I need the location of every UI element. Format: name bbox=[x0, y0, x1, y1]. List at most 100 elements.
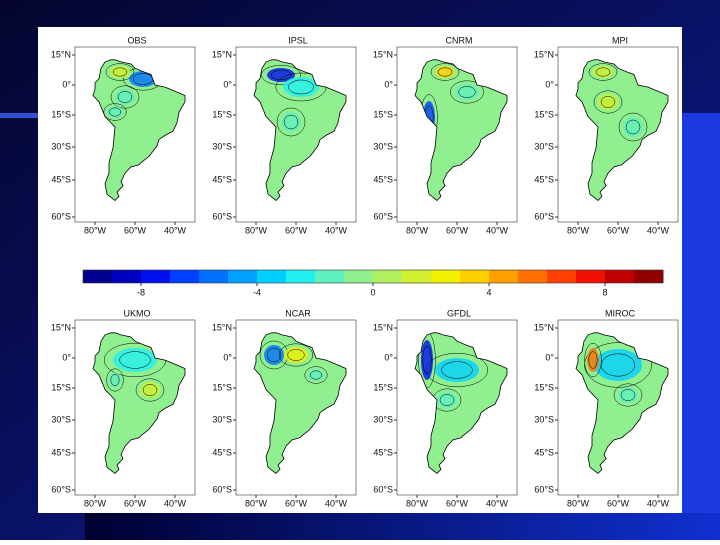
coastline bbox=[253, 59, 347, 202]
lon-label: 60°W bbox=[607, 498, 630, 508]
contour bbox=[437, 67, 453, 77]
accent-bar bbox=[85, 513, 720, 540]
contour bbox=[135, 378, 165, 402]
panel-title: MIROC bbox=[605, 308, 635, 318]
colorbar-tick-label: 4 bbox=[486, 287, 491, 297]
panel-title: MPI bbox=[612, 35, 628, 45]
lon-label: 60°W bbox=[607, 225, 630, 235]
contour bbox=[588, 351, 598, 369]
lat-label: 0° bbox=[223, 79, 232, 89]
anomalies bbox=[261, 64, 327, 137]
colorbar-swatch bbox=[228, 270, 258, 283]
lon-label: 60°W bbox=[124, 498, 147, 508]
accent-block bbox=[682, 113, 720, 540]
contour bbox=[595, 67, 611, 77]
land bbox=[254, 332, 346, 474]
panel-title: IPSL bbox=[288, 35, 308, 45]
lat-label: 30°S bbox=[534, 414, 554, 424]
lat-label: 0° bbox=[62, 352, 71, 362]
colorbar-tick-label: 8 bbox=[602, 287, 607, 297]
lat-label: 60°S bbox=[373, 211, 393, 221]
contour bbox=[283, 114, 299, 130]
lon-label: 40°W bbox=[486, 498, 509, 508]
lon-label: 80°W bbox=[406, 225, 429, 235]
colorbar-swatch bbox=[605, 270, 635, 283]
lat-label: 60°S bbox=[212, 211, 232, 221]
lat-label: 0° bbox=[62, 79, 71, 89]
lon-label: 60°W bbox=[446, 498, 469, 508]
map-panel: OBS 15°N 0° 15°S 30°S 45°S 60°S 80°W 60°W 40°W bbox=[51, 35, 196, 235]
colorbar-swatch bbox=[431, 270, 461, 283]
lat-label: 15°N bbox=[373, 322, 393, 332]
lon-label: 40°W bbox=[164, 225, 187, 235]
lat-label: 30°S bbox=[373, 141, 393, 151]
lat-label: 30°S bbox=[51, 141, 71, 151]
lon-label: 60°W bbox=[285, 225, 308, 235]
coastline bbox=[414, 59, 508, 202]
colorbar-swatch bbox=[315, 270, 345, 283]
lon-label: 80°W bbox=[84, 498, 107, 508]
contour bbox=[261, 64, 301, 86]
land bbox=[576, 59, 668, 201]
accent-bar bbox=[0, 113, 40, 118]
lat-label: 0° bbox=[384, 352, 393, 362]
coastline bbox=[92, 59, 186, 202]
lon-label: 60°W bbox=[446, 225, 469, 235]
contour bbox=[278, 343, 314, 367]
contour bbox=[276, 107, 306, 137]
contour bbox=[458, 86, 476, 98]
map-panel: MPI 15°N 0° 15°S 30°S 45°S 60°S 80°W 60°W 40°W bbox=[534, 35, 679, 235]
contour bbox=[106, 368, 124, 392]
coastline bbox=[414, 332, 508, 475]
contour bbox=[418, 332, 436, 389]
contour bbox=[105, 63, 135, 81]
contour bbox=[270, 69, 292, 81]
lat-label: 45°S bbox=[212, 447, 232, 457]
coastline bbox=[575, 332, 669, 475]
contour bbox=[119, 351, 151, 369]
colorbar-tick-label: 0 bbox=[370, 287, 375, 297]
anomalies bbox=[420, 63, 485, 140]
contour bbox=[310, 370, 322, 380]
lon-label: 80°W bbox=[567, 498, 590, 508]
contour bbox=[600, 96, 616, 108]
lat-label: 15°S bbox=[51, 382, 71, 392]
contour bbox=[304, 366, 328, 384]
lon-label: 40°W bbox=[647, 498, 670, 508]
lat-label: 30°S bbox=[212, 414, 232, 424]
lat-label: 60°S bbox=[534, 211, 554, 221]
colorbar-swatch bbox=[576, 270, 606, 283]
lat-label: 15°N bbox=[212, 322, 232, 332]
lon-label: 40°W bbox=[325, 225, 348, 235]
lat-label: 30°S bbox=[51, 414, 71, 424]
map-panel: CNRM 15°N 0° 15°S 30°S 45°S 60°S 80°W 60°W 40°W bbox=[373, 35, 518, 235]
contour bbox=[430, 63, 460, 81]
lat-label: 60°S bbox=[212, 484, 232, 494]
colorbar-tick-label: -8 bbox=[137, 287, 145, 297]
contour bbox=[588, 63, 618, 81]
lat-label: 15°S bbox=[212, 382, 232, 392]
lat-label: 30°S bbox=[534, 141, 554, 151]
contour bbox=[618, 112, 648, 142]
land bbox=[415, 59, 507, 201]
colorbar-swatch bbox=[83, 270, 113, 283]
lat-label: 30°S bbox=[373, 414, 393, 424]
contour bbox=[584, 342, 602, 378]
contour bbox=[288, 79, 314, 95]
lon-label: 80°W bbox=[84, 225, 107, 235]
contour bbox=[142, 384, 158, 396]
contour bbox=[441, 361, 473, 379]
lon-label: 40°W bbox=[647, 225, 670, 235]
lat-label: 60°S bbox=[373, 484, 393, 494]
lon-label: 60°W bbox=[124, 225, 147, 235]
contour bbox=[110, 374, 120, 386]
panel-title: CNRM bbox=[446, 35, 473, 45]
lat-label: 45°S bbox=[373, 447, 393, 457]
lat-label: 45°S bbox=[534, 174, 554, 184]
contour bbox=[613, 383, 643, 407]
contour bbox=[112, 67, 128, 77]
colorbar-swatch bbox=[547, 270, 577, 283]
contour bbox=[266, 347, 282, 363]
contour bbox=[287, 349, 305, 361]
